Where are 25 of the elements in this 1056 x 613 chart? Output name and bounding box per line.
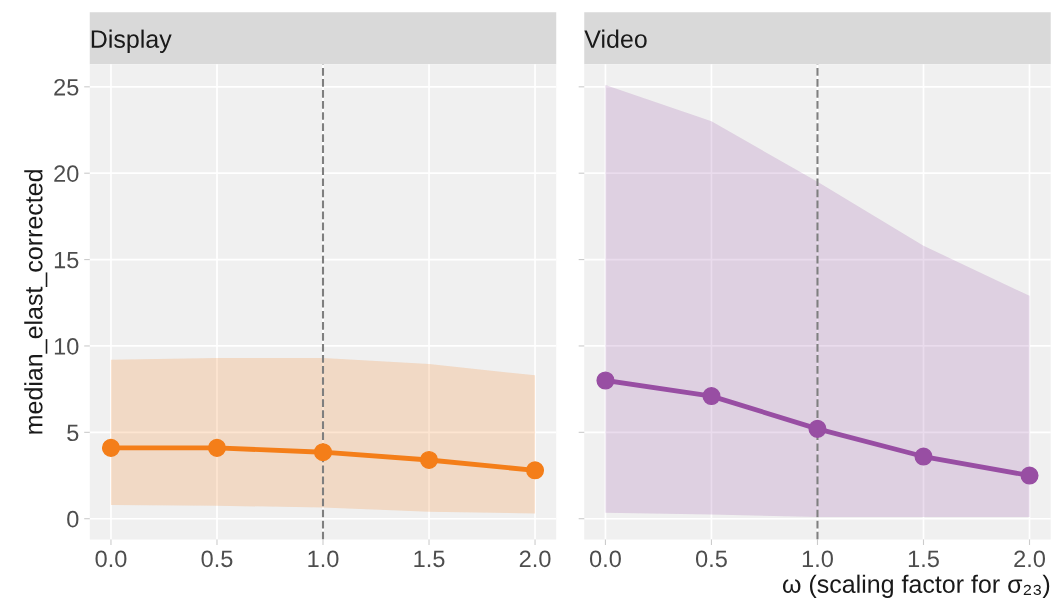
y-tick-label: 0 bbox=[67, 510, 79, 528]
x-tick-label: 0.0 bbox=[95, 550, 127, 568]
y-tick-label: 25 bbox=[54, 78, 79, 96]
x-tick-label: 2.0 bbox=[519, 550, 551, 568]
y-tick-label: 15 bbox=[54, 251, 79, 269]
chart-title: Display bbox=[91, 29, 172, 53]
point bbox=[596, 371, 615, 390]
x-tick-label: 0.0 bbox=[589, 550, 621, 568]
x-tick-label: 2.0 bbox=[1014, 550, 1046, 568]
x-tick-label: 1.0 bbox=[308, 550, 339, 568]
y-axis-title: median_elast_corrected bbox=[24, 170, 48, 434]
x-tick-label: 0.5 bbox=[201, 550, 233, 568]
point bbox=[808, 419, 827, 438]
x-axis-title: ω (scaling factor for σ₂₃) bbox=[782, 574, 1050, 598]
x-tick-label: 1.5 bbox=[414, 550, 445, 568]
y-tick-label: 20 bbox=[54, 165, 79, 182]
chart-title: Video bbox=[584, 29, 647, 48]
point bbox=[1020, 466, 1039, 485]
x-tick-label: 0.5 bbox=[695, 550, 727, 568]
y-tick-label: 10 bbox=[54, 338, 79, 355]
point bbox=[702, 387, 721, 406]
y-tick-label: 5 bbox=[67, 424, 79, 442]
x-tick-label: 1.5 bbox=[908, 550, 939, 568]
x-tick-label: 1.0 bbox=[802, 550, 833, 568]
point bbox=[914, 447, 933, 466]
